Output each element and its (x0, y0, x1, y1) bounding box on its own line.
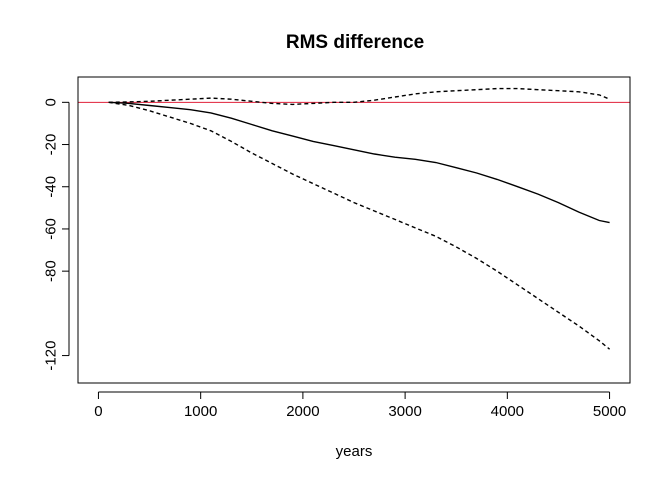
x-tick-label: 0 (94, 403, 102, 420)
upper-bound-line (108, 87, 610, 106)
x-tick-label: 5000 (593, 403, 626, 420)
y-tick-label: -40 (43, 176, 60, 198)
plot-frame (77, 76, 631, 384)
y-tick-label: 0 (43, 98, 60, 106)
x-tick-label: 4000 (491, 403, 524, 420)
lower-bound-line (108, 101, 611, 350)
chart-title: RMS difference (286, 32, 424, 53)
series-layer (108, 87, 611, 350)
y-axis: 0 -20 -40 -60 -80 -120 (43, 98, 70, 371)
mean-rms-difference-line (108, 101, 610, 224)
y-tick-label: -80 (43, 260, 60, 282)
y-tick-label: -60 (43, 218, 60, 240)
x-axis: 0 1000 2000 3000 4000 5000 (94, 391, 626, 420)
x-axis-label: years (336, 443, 373, 460)
y-tick-label: -120 (43, 341, 60, 371)
x-tick-label: 1000 (184, 403, 217, 420)
x-tick-label: 2000 (286, 403, 319, 420)
x-tick-label: 3000 (388, 403, 421, 420)
y-tick-label: -20 (43, 134, 60, 156)
